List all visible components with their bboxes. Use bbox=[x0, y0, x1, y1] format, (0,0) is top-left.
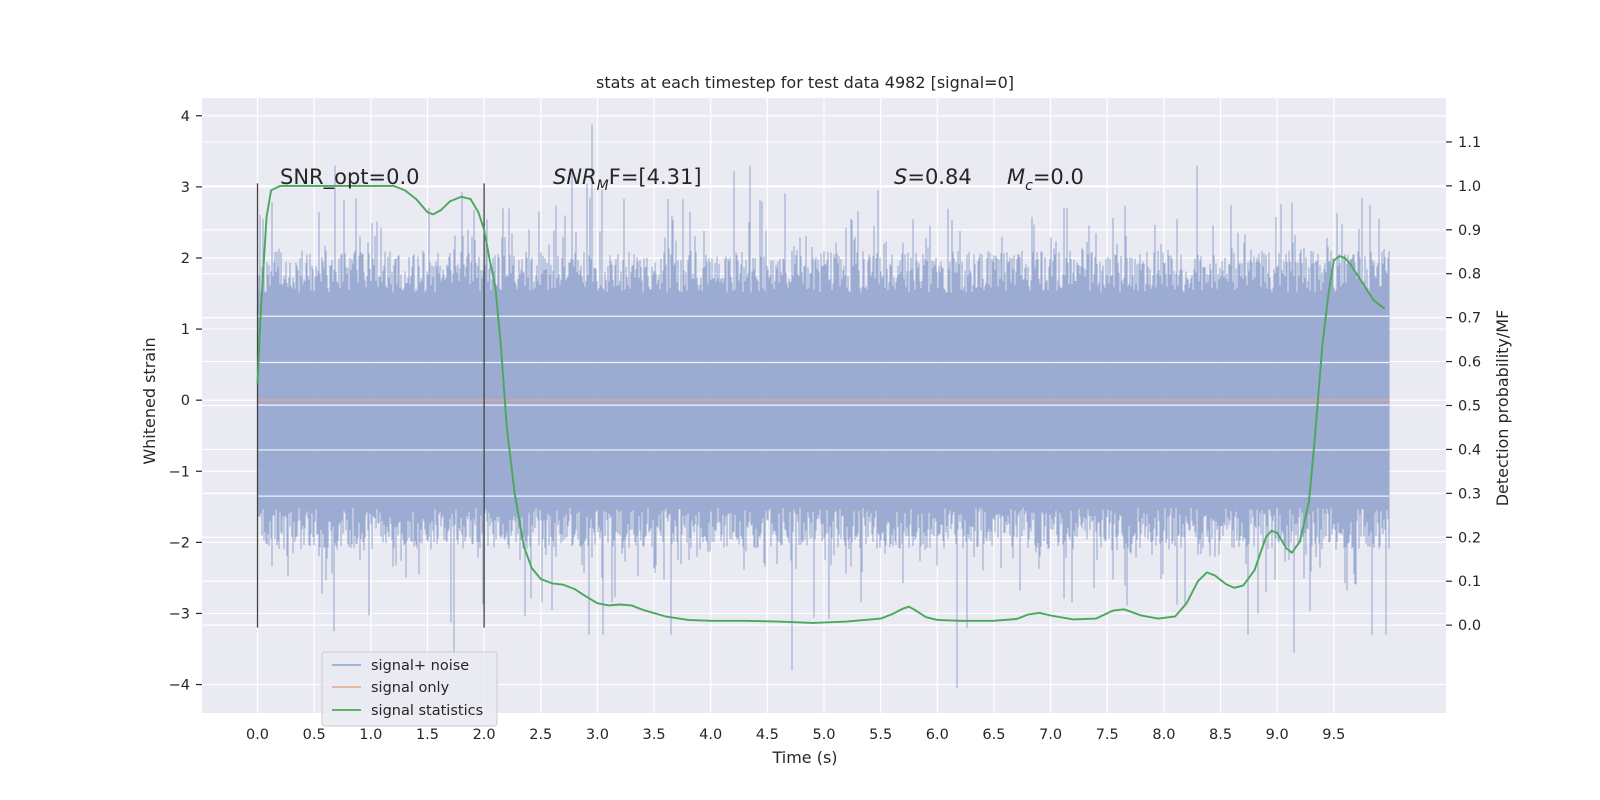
y-right-tick-label: 0.9 bbox=[1458, 223, 1481, 239]
y-right-tick-label: 0.1 bbox=[1458, 574, 1481, 590]
y-right-tick-label: 0.2 bbox=[1458, 530, 1481, 546]
x-tick-label: 5.0 bbox=[812, 727, 835, 743]
x-tick-label: 6.5 bbox=[982, 727, 1005, 743]
snr-mf-annotation: SNRMF=[4.31] bbox=[553, 165, 702, 194]
x-tick-label: 0.0 bbox=[246, 727, 269, 743]
y-left-axis-label: Whitened strain bbox=[140, 337, 159, 464]
signal-statistics-line bbox=[256, 184, 1386, 624]
x-tick-label: 1.0 bbox=[359, 727, 382, 743]
y-left-tick-label: 3 bbox=[181, 180, 190, 196]
x-tick-label: 7.0 bbox=[1039, 727, 1062, 743]
x-tick-label: 3.0 bbox=[586, 727, 609, 743]
chart-title: stats at each timestep for test data 498… bbox=[596, 73, 1014, 92]
x-tick-label: 2.5 bbox=[529, 727, 552, 743]
x-tick-label: 1.5 bbox=[416, 727, 439, 743]
annotations: SNR_opt=0.0 SNRMF=[4.31] S=0.84 Mc=0.0 bbox=[280, 165, 1084, 194]
y-right-tick-label: 0.5 bbox=[1458, 399, 1481, 415]
y-right-tick-label: 0.6 bbox=[1458, 355, 1481, 371]
x-tick-label: 0.5 bbox=[303, 727, 326, 743]
x-tick-label: 8.5 bbox=[1209, 727, 1232, 743]
signal-noise-series bbox=[257, 124, 1390, 689]
y-left-tick-label: −2 bbox=[169, 535, 190, 551]
y-right-tick-label: 0.8 bbox=[1458, 267, 1481, 283]
x-tick-label: 6.0 bbox=[926, 727, 949, 743]
y-right-tick-label: 1.1 bbox=[1458, 135, 1481, 151]
y-left-tick-label: −4 bbox=[169, 678, 190, 694]
y-right-axis-label: Detection probability/MF bbox=[1493, 310, 1512, 507]
y-left-tick-label: 0 bbox=[181, 393, 190, 409]
x-tick-label: 9.0 bbox=[1266, 727, 1289, 743]
x-tick-label: 4.5 bbox=[756, 727, 779, 743]
x-tick-label: 9.5 bbox=[1322, 727, 1345, 743]
legend-box bbox=[321, 651, 498, 727]
y-right-tick-label: 0.4 bbox=[1458, 442, 1481, 458]
y-right-tick-label: 1.0 bbox=[1458, 179, 1481, 195]
snr-opt-annotation: SNR_opt=0.0 bbox=[280, 165, 420, 190]
x-axis-label: Time (s) bbox=[771, 748, 837, 767]
y-right-tick-label: 0.0 bbox=[1458, 618, 1481, 634]
legend-label-signal-noise: signal+ noise bbox=[371, 658, 469, 674]
s-annotation: S=0.84 bbox=[894, 165, 972, 189]
x-tick-label: 4.0 bbox=[699, 727, 722, 743]
y-right-tick-label: 0.3 bbox=[1458, 486, 1481, 502]
y-left-tick-label: −3 bbox=[169, 606, 190, 622]
x-tick-label: 8.0 bbox=[1152, 727, 1175, 743]
signal-statistics-series bbox=[256, 184, 1386, 624]
x-tick-label: 2.0 bbox=[473, 727, 496, 743]
x-tick-label: 3.5 bbox=[643, 727, 666, 743]
x-tick-label: 7.5 bbox=[1096, 727, 1119, 743]
legend-label-signal-only: signal only bbox=[371, 680, 450, 696]
y-left-tick-label: 2 bbox=[181, 251, 190, 267]
vertical-markers bbox=[256, 183, 485, 628]
y-right-tick-label: 0.7 bbox=[1458, 311, 1481, 327]
y-left-tick-label: 4 bbox=[181, 109, 190, 125]
y-right-axis-ticks: 0.0 0.1 0.2 0.3 0.4 0.5 0.6 0.7 0.8 0.9 1.0 1.1 bbox=[1446, 135, 1481, 634]
y-left-tick-label: −1 bbox=[169, 464, 190, 480]
legend: signal+ noise signal only signal statist… bbox=[321, 651, 498, 727]
x-tick-label: 5.5 bbox=[869, 727, 892, 743]
y-left-axis-ticks: −4 −3 −2 −1 0 1 2 3 4 bbox=[169, 109, 202, 694]
x-axis-ticks: 0.0 0.5 1.0 1.5 2.0 2.5 3.0 3.5 4.0 4.5 5.0 5.5 6.0 6… bbox=[246, 727, 1345, 743]
y-left-tick-label: 1 bbox=[181, 322, 190, 338]
legend-label-signal-statistics: signal statistics bbox=[371, 703, 483, 719]
mc-annotation: Mc=0.0 bbox=[1007, 165, 1084, 194]
